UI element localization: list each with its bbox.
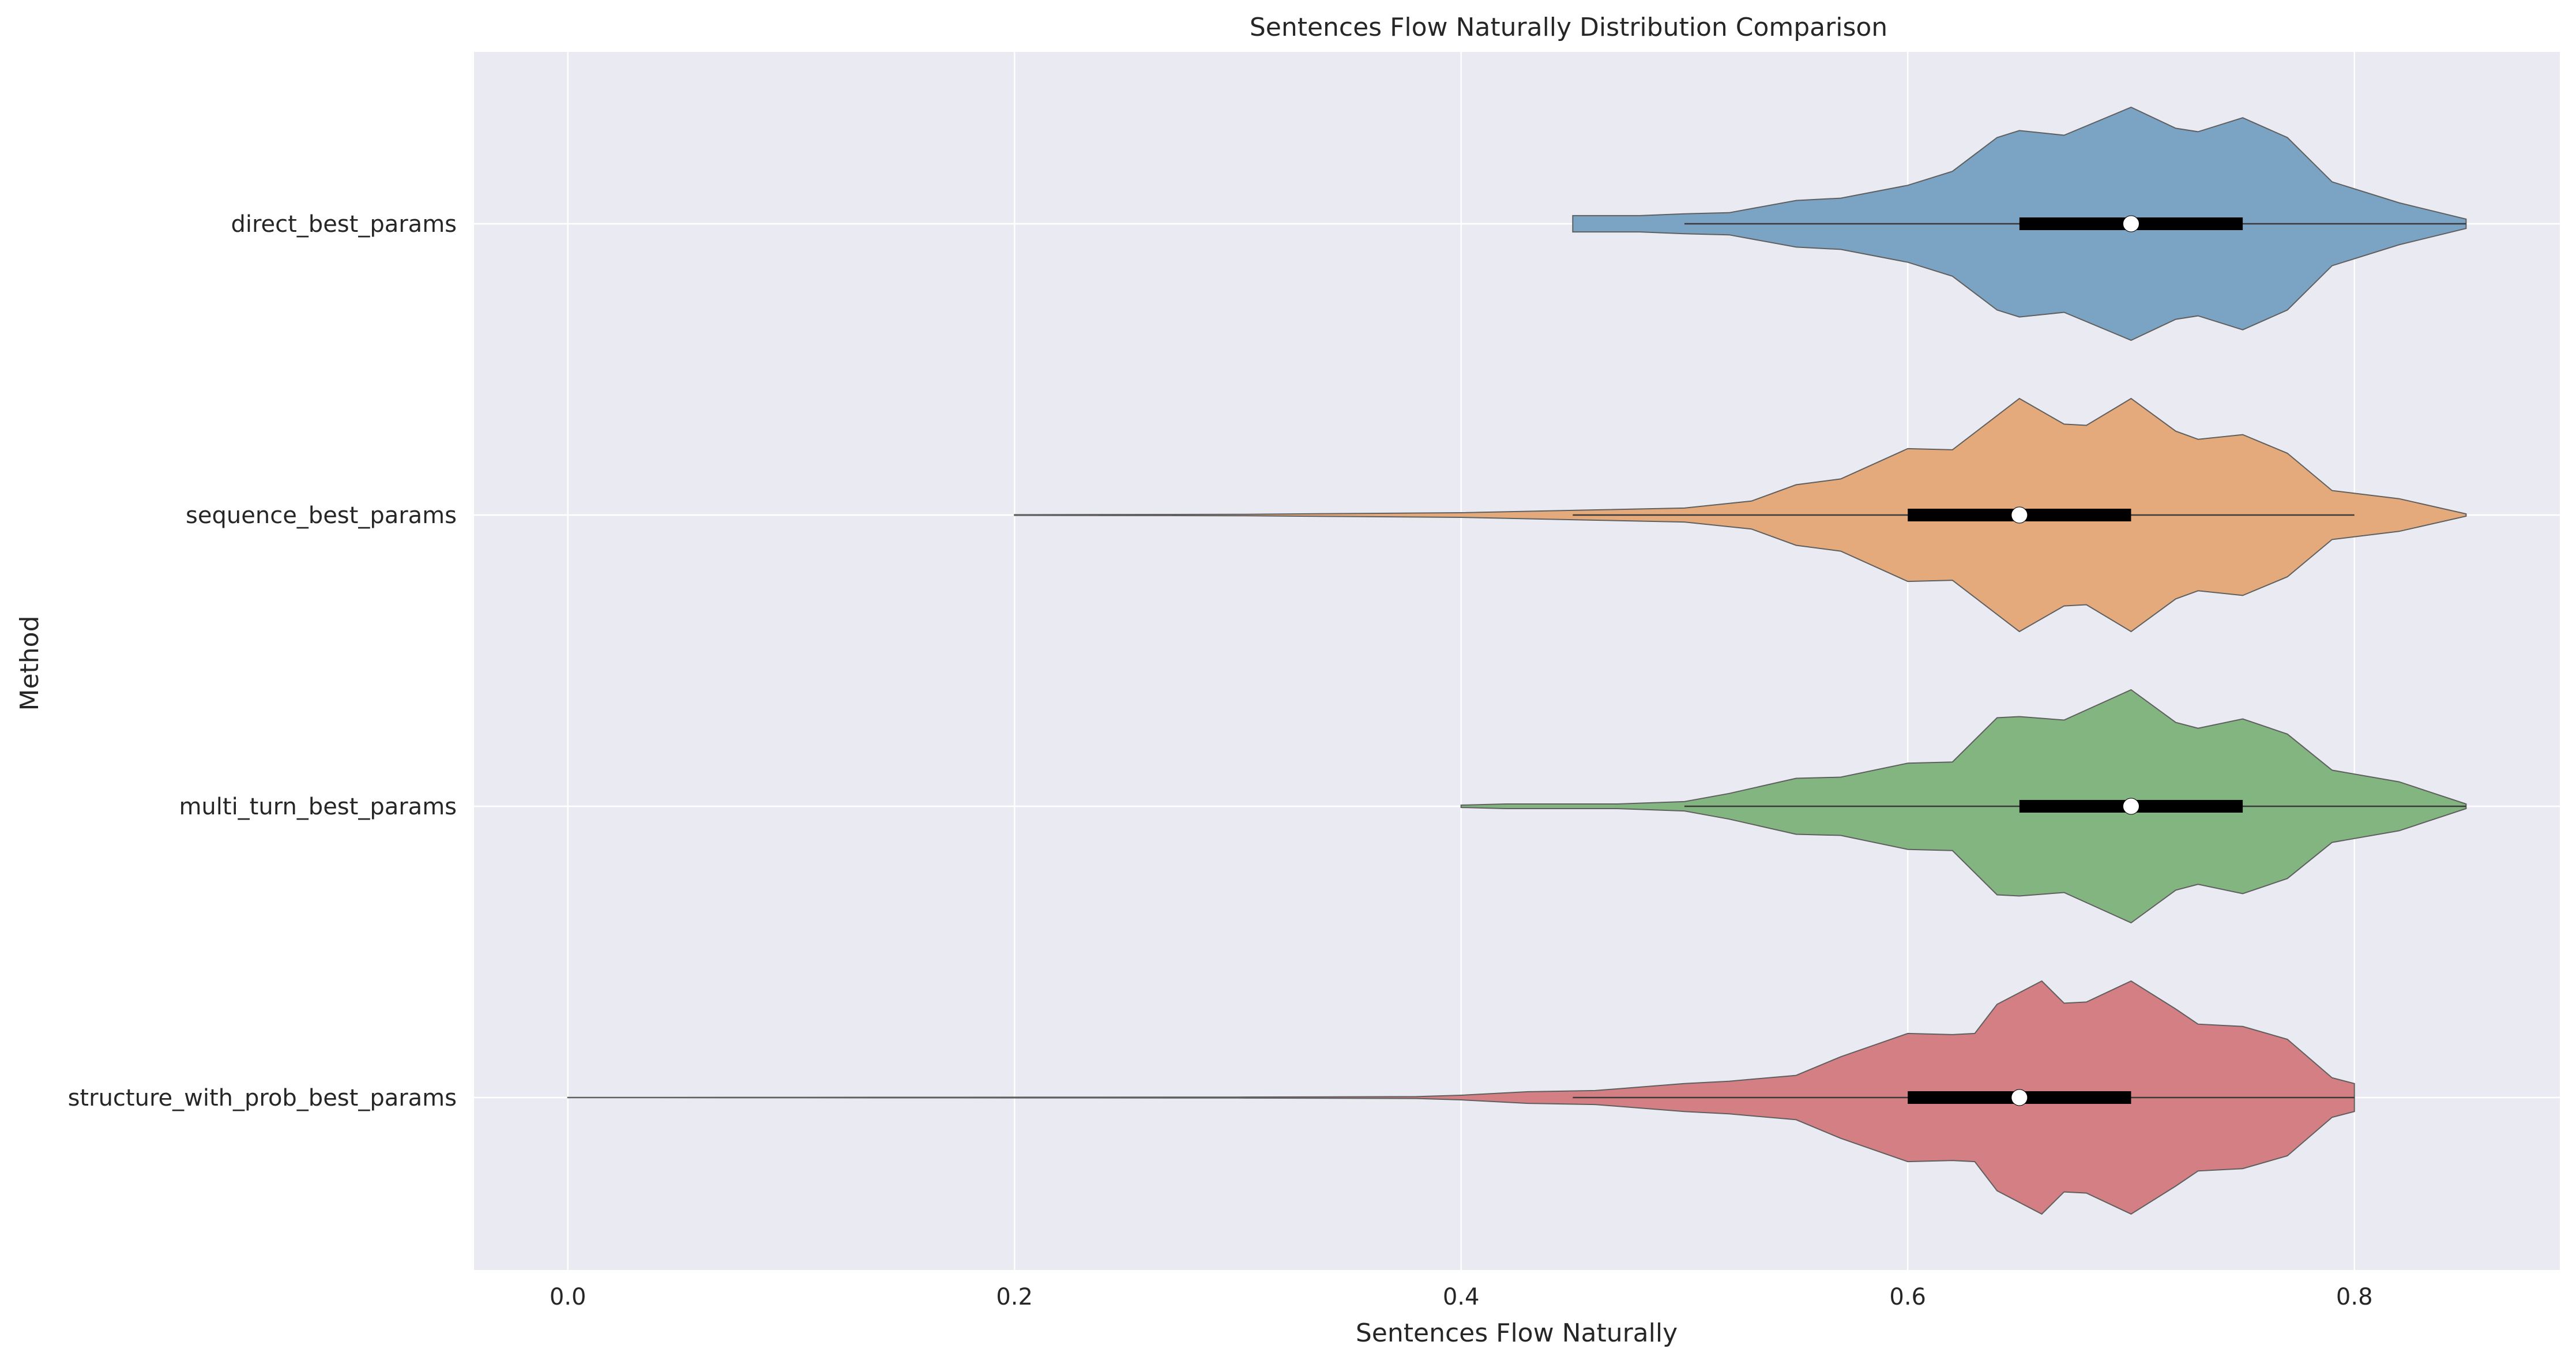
y-tick-label: sequence_best_params bbox=[186, 502, 457, 529]
median-marker bbox=[2122, 215, 2139, 232]
median-marker bbox=[2011, 1089, 2028, 1106]
x-tick-label: 0.8 bbox=[2336, 1284, 2373, 1310]
violin-body-structure_with_prob_best_params bbox=[567, 980, 2355, 1215]
x-tick-label: 0.2 bbox=[996, 1284, 1033, 1310]
median-marker bbox=[2122, 798, 2139, 815]
y-tick-layer: direct_best_params sequence_best_paramsmu… bbox=[68, 211, 457, 1111]
violin-layer bbox=[567, 106, 2467, 1215]
median-marker bbox=[2011, 506, 2028, 524]
x-axis-label: Sentences Flow Naturally bbox=[1356, 1318, 1678, 1348]
x-tick-label: 0.4 bbox=[1443, 1284, 1480, 1310]
y-axis-label: Method bbox=[15, 615, 44, 711]
y-tick-label: multi_turn_best_params bbox=[179, 794, 457, 820]
y-tick-label: structure_with_prob_best_params bbox=[68, 1085, 457, 1111]
x-tick-label: 0.0 bbox=[550, 1284, 586, 1310]
x-tick-label: 0.6 bbox=[1889, 1284, 1926, 1310]
chart-title: Sentences Flow Naturally Distribution Co… bbox=[1249, 13, 1888, 42]
x-tick-layer: 0.0 0.2 0.4 0.6 0.8 bbox=[550, 1284, 2373, 1310]
y-tick-label: direct_best_params bbox=[231, 211, 457, 238]
